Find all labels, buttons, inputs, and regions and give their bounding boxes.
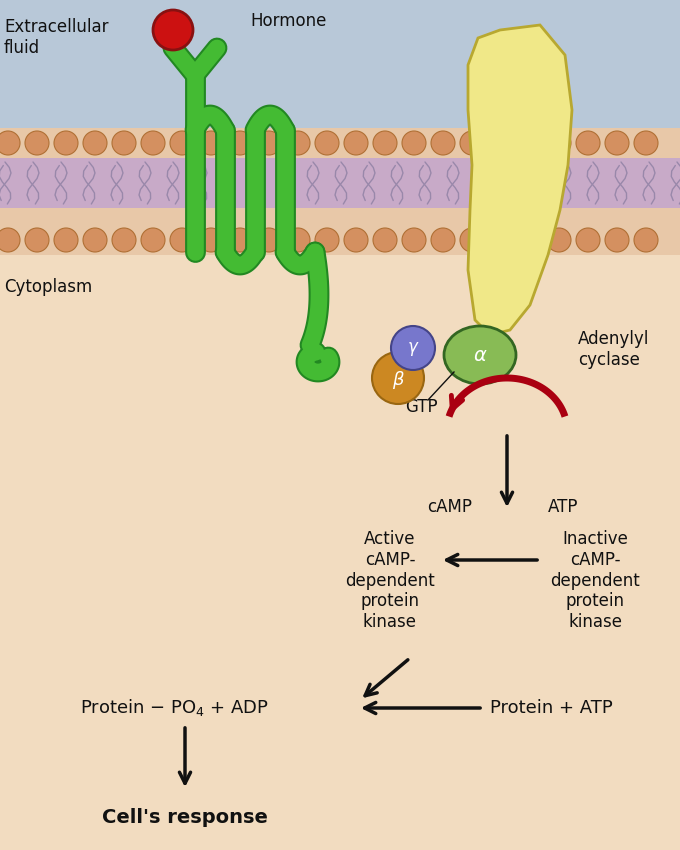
Circle shape: [634, 228, 658, 252]
Circle shape: [344, 131, 368, 155]
Circle shape: [315, 131, 339, 155]
Circle shape: [391, 326, 435, 370]
Circle shape: [228, 131, 252, 155]
Text: Protein $-$ PO$_4$ + ADP: Protein $-$ PO$_4$ + ADP: [80, 698, 269, 718]
Text: Cell's response: Cell's response: [102, 808, 268, 827]
Text: Extracellular
fluid: Extracellular fluid: [4, 18, 109, 57]
Circle shape: [373, 228, 397, 252]
Circle shape: [257, 131, 281, 155]
Circle shape: [83, 228, 107, 252]
Circle shape: [547, 228, 571, 252]
Circle shape: [605, 228, 629, 252]
Circle shape: [460, 131, 484, 155]
Circle shape: [141, 228, 165, 252]
Circle shape: [257, 228, 281, 252]
Circle shape: [518, 131, 542, 155]
Text: Hormone: Hormone: [250, 12, 326, 30]
Circle shape: [460, 228, 484, 252]
Text: GTP: GTP: [405, 398, 438, 416]
Text: $\gamma$: $\gamma$: [407, 340, 420, 358]
Circle shape: [112, 131, 136, 155]
Text: ATP: ATP: [548, 498, 579, 516]
Circle shape: [344, 228, 368, 252]
Circle shape: [112, 228, 136, 252]
Circle shape: [199, 131, 223, 155]
Circle shape: [83, 131, 107, 155]
Polygon shape: [0, 128, 680, 255]
Circle shape: [489, 228, 513, 252]
Ellipse shape: [444, 326, 516, 384]
Circle shape: [228, 228, 252, 252]
Circle shape: [315, 228, 339, 252]
Text: Cytoplasm: Cytoplasm: [4, 278, 92, 296]
Circle shape: [54, 228, 78, 252]
Circle shape: [489, 131, 513, 155]
Circle shape: [54, 131, 78, 155]
Circle shape: [286, 131, 310, 155]
Text: $\alpha$: $\alpha$: [473, 345, 488, 365]
Circle shape: [25, 228, 49, 252]
Text: $\beta$: $\beta$: [392, 369, 405, 391]
Circle shape: [547, 131, 571, 155]
Polygon shape: [468, 25, 572, 335]
Text: Inactive
cAMP-
dependent
protein
kinase: Inactive cAMP- dependent protein kinase: [550, 530, 640, 632]
Circle shape: [576, 131, 600, 155]
Circle shape: [25, 131, 49, 155]
Circle shape: [0, 131, 20, 155]
Text: Adenylyl
cyclase: Adenylyl cyclase: [578, 330, 649, 369]
Circle shape: [402, 131, 426, 155]
Circle shape: [286, 228, 310, 252]
Circle shape: [170, 131, 194, 155]
Polygon shape: [0, 0, 680, 128]
Circle shape: [576, 228, 600, 252]
Polygon shape: [0, 158, 680, 208]
Circle shape: [634, 131, 658, 155]
Text: cAMP: cAMP: [428, 498, 473, 516]
Circle shape: [0, 228, 20, 252]
Circle shape: [170, 228, 194, 252]
Circle shape: [372, 352, 424, 404]
Polygon shape: [0, 255, 680, 850]
Circle shape: [431, 131, 455, 155]
Circle shape: [518, 228, 542, 252]
Circle shape: [431, 228, 455, 252]
Circle shape: [199, 228, 223, 252]
Text: Active
cAMP-
dependent
protein
kinase: Active cAMP- dependent protein kinase: [345, 530, 435, 632]
Circle shape: [402, 228, 426, 252]
Circle shape: [605, 131, 629, 155]
Circle shape: [373, 131, 397, 155]
Text: Protein + ATP: Protein + ATP: [490, 699, 613, 717]
Circle shape: [141, 131, 165, 155]
Circle shape: [153, 10, 193, 50]
